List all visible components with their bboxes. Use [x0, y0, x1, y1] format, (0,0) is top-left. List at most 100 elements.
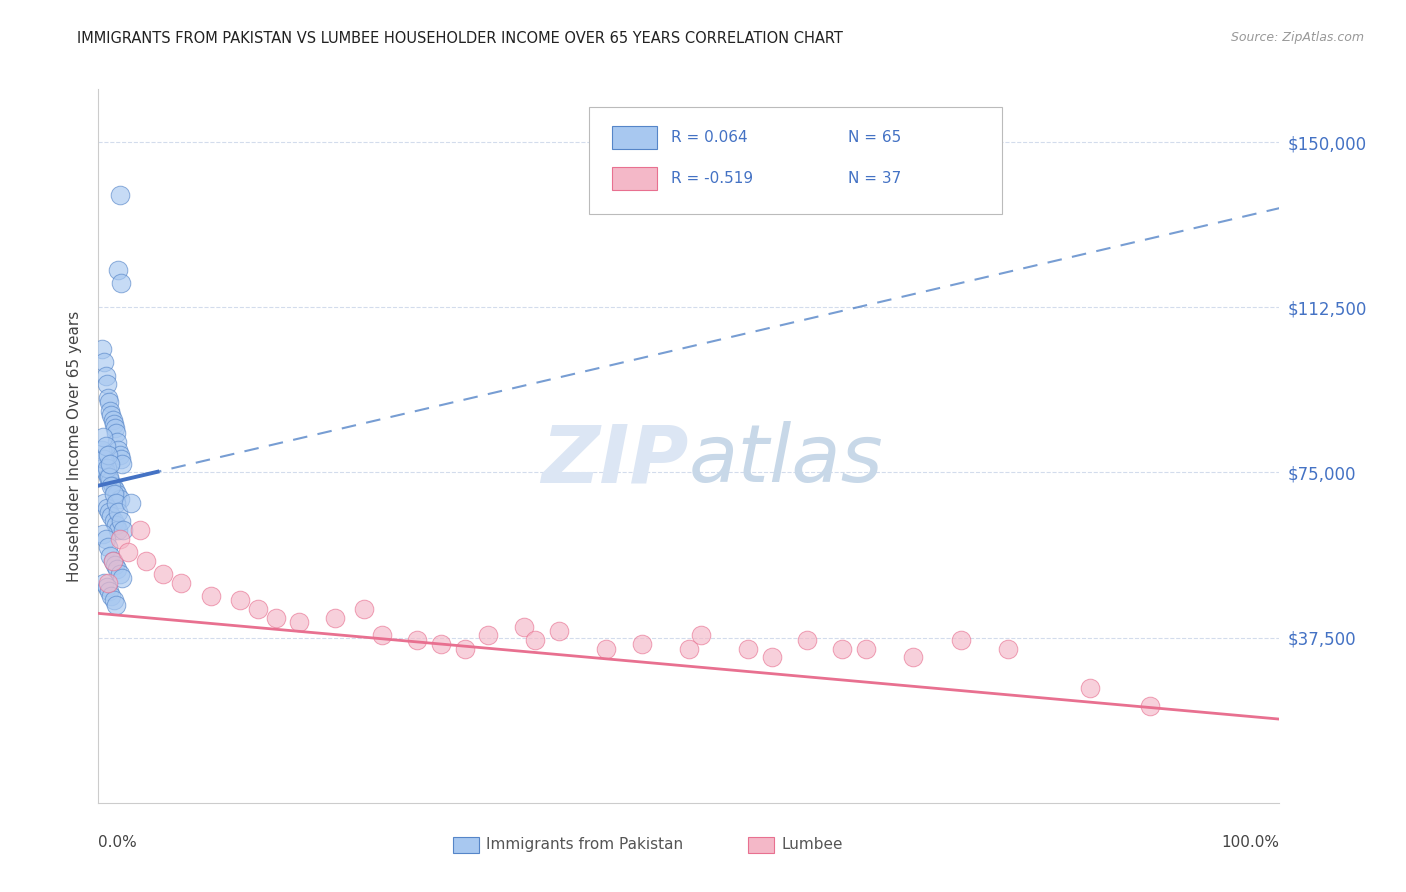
- Point: [103, 514, 125, 528]
- Point: [101, 478, 124, 492]
- Point: [997, 641, 1019, 656]
- Text: atlas: atlas: [689, 421, 884, 500]
- Point: [101, 412, 124, 426]
- Point: [737, 641, 759, 656]
- Point: [105, 487, 128, 501]
- Point: [288, 615, 311, 630]
- Y-axis label: Householder Income Over 65 years: Householder Income Over 65 years: [67, 310, 83, 582]
- Point: [101, 553, 124, 567]
- Text: Source: ZipAtlas.com: Source: ZipAtlas.com: [1230, 31, 1364, 45]
- Point: [91, 527, 114, 541]
- Point: [91, 430, 114, 444]
- Point: [477, 628, 499, 642]
- Point: [94, 532, 117, 546]
- Point: [107, 443, 129, 458]
- Point: [453, 641, 475, 656]
- Point: [98, 403, 121, 417]
- Point: [110, 276, 132, 290]
- Point: [105, 496, 128, 510]
- Point: [105, 598, 128, 612]
- Text: ZIP: ZIP: [541, 421, 689, 500]
- FancyBboxPatch shape: [612, 167, 657, 190]
- Point: [135, 553, 157, 567]
- Point: [200, 589, 222, 603]
- Point: [121, 496, 143, 510]
- Point: [512, 619, 534, 633]
- Point: [406, 632, 429, 647]
- Point: [91, 461, 114, 475]
- Point: [100, 408, 122, 422]
- Point: [96, 580, 118, 594]
- Point: [104, 483, 127, 497]
- Text: Lumbee: Lumbee: [782, 838, 842, 853]
- Text: N = 65: N = 65: [848, 130, 901, 145]
- Point: [107, 505, 129, 519]
- Point: [117, 545, 139, 559]
- Point: [100, 509, 122, 524]
- Point: [103, 487, 125, 501]
- Text: R = 0.064: R = 0.064: [671, 130, 748, 145]
- Point: [98, 505, 121, 519]
- Point: [689, 628, 711, 642]
- Point: [170, 575, 193, 590]
- Point: [98, 549, 121, 563]
- Point: [97, 448, 120, 462]
- Point: [110, 514, 132, 528]
- Point: [246, 602, 269, 616]
- FancyBboxPatch shape: [612, 127, 657, 149]
- Point: [103, 417, 125, 431]
- Point: [98, 457, 121, 471]
- FancyBboxPatch shape: [748, 837, 773, 853]
- Point: [101, 553, 124, 567]
- Point: [524, 632, 547, 647]
- Point: [104, 558, 127, 572]
- Point: [98, 584, 121, 599]
- Point: [100, 478, 122, 492]
- Point: [94, 439, 117, 453]
- Text: R = -0.519: R = -0.519: [671, 171, 754, 186]
- Point: [111, 571, 134, 585]
- Text: 100.0%: 100.0%: [1222, 835, 1279, 850]
- Point: [98, 475, 121, 489]
- Point: [108, 566, 131, 581]
- Point: [98, 395, 121, 409]
- Point: [323, 611, 346, 625]
- Point: [108, 491, 131, 506]
- Point: [91, 443, 114, 458]
- Point: [430, 637, 453, 651]
- Point: [108, 448, 131, 462]
- Point: [595, 641, 617, 656]
- Point: [264, 611, 287, 625]
- Point: [108, 532, 131, 546]
- Point: [96, 377, 118, 392]
- Point: [105, 562, 128, 576]
- Text: N = 37: N = 37: [848, 171, 901, 186]
- Text: Immigrants from Pakistan: Immigrants from Pakistan: [486, 838, 683, 853]
- Point: [949, 632, 972, 647]
- Point: [96, 461, 118, 475]
- Point: [103, 593, 125, 607]
- Point: [97, 541, 120, 555]
- Point: [761, 650, 783, 665]
- Point: [94, 368, 117, 383]
- Point: [110, 452, 132, 467]
- Point: [353, 602, 375, 616]
- Point: [548, 624, 571, 638]
- Text: 0.0%: 0.0%: [98, 835, 138, 850]
- Point: [96, 500, 118, 515]
- Point: [128, 523, 150, 537]
- Point: [105, 434, 128, 449]
- Point: [91, 342, 114, 356]
- Point: [903, 650, 925, 665]
- Point: [93, 452, 115, 467]
- Point: [678, 641, 700, 656]
- Text: IMMIGRANTS FROM PAKISTAN VS LUMBEE HOUSEHOLDER INCOME OVER 65 YEARS CORRELATION : IMMIGRANTS FROM PAKISTAN VS LUMBEE HOUSE…: [77, 31, 844, 46]
- Point: [630, 637, 652, 651]
- Point: [112, 523, 135, 537]
- Point: [796, 632, 818, 647]
- FancyBboxPatch shape: [589, 107, 1002, 214]
- Point: [94, 466, 117, 480]
- Point: [107, 523, 129, 537]
- Point: [371, 628, 394, 642]
- Point: [97, 470, 120, 484]
